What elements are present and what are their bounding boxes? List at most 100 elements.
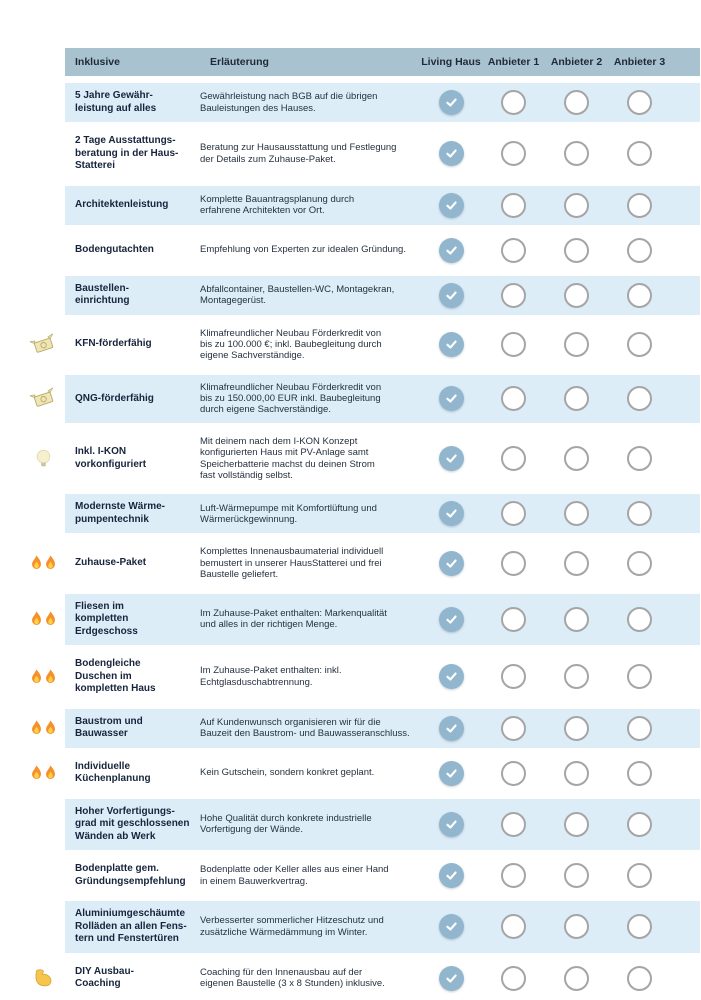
feature-description: Komplettes Innenausbaumaterial individue…	[200, 546, 384, 581]
feature-description: Bodenplatte oder Keller alles aus einer …	[200, 864, 389, 887]
muscle-icon	[25, 969, 61, 988]
status-cell-anbieter-2	[545, 446, 608, 472]
status-cell-living-haus	[420, 760, 482, 786]
status-cell-anbieter-3	[608, 606, 671, 632]
feature-description: Empfehlung von Experten zur idealen Grün…	[200, 244, 406, 256]
status-cell-anbieter-3	[608, 760, 671, 786]
status-cell-anbieter-1	[482, 237, 545, 263]
check-icon	[445, 769, 457, 778]
status-cell-living-haus	[420, 386, 482, 412]
feature-description: Im Zuhause-Paket enthalten: Markenqualit…	[200, 607, 387, 631]
status-cell-living-haus	[420, 332, 482, 358]
table-row: Zuhause-Paket Komplettes Innenausbaumate…	[31, 539, 700, 588]
feature-label: KFN-förderfähig	[75, 338, 152, 350]
check-circle-empty	[564, 965, 589, 991]
status-cell-anbieter-3	[608, 237, 671, 263]
check-circle-empty	[564, 192, 589, 218]
check-icon	[445, 290, 457, 300]
check-circle-empty	[627, 965, 652, 991]
check-icon	[445, 149, 457, 158]
check-circle-filled	[438, 332, 464, 358]
feature-label: QNG-förderfähig	[75, 392, 154, 404]
check-circle-empty	[564, 606, 589, 632]
column-header-anbieter-1: Anbieter 1	[487, 56, 540, 68]
status-cell-anbieter-1	[482, 386, 545, 412]
table-row: Individuelle Küchenplanung Kein Gutschei…	[31, 753, 700, 793]
check-circle-empty	[627, 760, 652, 786]
table-row: DIY Ausbau- Coaching Coaching für den In…	[35, 958, 700, 998]
check-circle-empty	[501, 550, 526, 576]
status-cell-anbieter-1	[482, 501, 545, 527]
status-cell-anbieter-1	[482, 141, 545, 167]
feature-label: Bodenplatte gem. Gründungsempfehlung	[75, 863, 186, 887]
status-cell-anbieter-2	[545, 664, 608, 690]
check-circle-filled	[438, 914, 464, 940]
check-circle-empty	[501, 141, 526, 167]
check-circle-empty	[501, 863, 526, 889]
status-cell-anbieter-1	[482, 446, 545, 472]
table-row: Hoher Vorfertigungs- grad mit geschlosse…	[65, 798, 700, 851]
check-circle-empty	[501, 606, 526, 632]
table-row: Bodenplatte gem. Gründungsempfehlung Bod…	[65, 856, 700, 896]
status-cell-anbieter-1	[482, 606, 545, 632]
status-cell-anbieter-2	[545, 282, 608, 308]
status-cell-anbieter-1	[482, 760, 545, 786]
status-cell-anbieter-3	[608, 501, 671, 527]
feature-description: Luft-Wärmepumpe mit Komfortlüftung und W…	[200, 502, 377, 525]
check-circle-empty	[627, 90, 652, 115]
check-circle-filled	[438, 550, 464, 576]
status-cell-anbieter-3	[608, 550, 671, 576]
check-circle-filled	[438, 715, 464, 741]
feature-label: Bodengleiche Duschen im kompletten Haus	[75, 658, 156, 695]
status-cell-anbieter-1	[482, 192, 545, 218]
check-circle-empty	[627, 332, 652, 358]
fire-double-icon	[25, 765, 61, 782]
status-cell-living-haus	[420, 715, 482, 741]
status-cell-living-haus	[420, 90, 482, 115]
status-cell-anbieter-3	[608, 715, 671, 741]
fire-double-icon	[25, 555, 61, 572]
check-circle-filled	[438, 606, 464, 632]
feature-description: Kein Gutschein, sondern konkret geplant.	[200, 767, 375, 779]
status-cell-living-haus	[420, 914, 482, 940]
check-circle-filled	[438, 192, 464, 218]
check-circle-empty	[627, 863, 652, 889]
check-circle-filled	[438, 965, 464, 991]
feature-label: Architektenleistung	[75, 198, 169, 210]
status-cell-anbieter-2	[545, 760, 608, 786]
check-circle-empty	[501, 90, 526, 115]
feature-label: 5 Jahre Gewähr- leistung auf alles	[75, 90, 157, 114]
check-circle-empty	[627, 282, 652, 308]
status-cell-living-haus	[420, 965, 482, 991]
status-cell-anbieter-2	[545, 715, 608, 741]
status-cell-anbieter-2	[545, 90, 608, 115]
check-icon	[445, 974, 457, 983]
status-cell-anbieter-2	[545, 863, 608, 889]
table-row: 5 Jahre Gewähr- leistung auf alles Gewäh…	[65, 83, 700, 122]
feature-label: DIY Ausbau- Coaching	[75, 965, 134, 990]
check-circle-filled	[438, 282, 464, 308]
check-circle-empty	[627, 811, 652, 837]
check-icon	[445, 672, 457, 681]
check-circle-filled	[438, 90, 464, 115]
status-cell-anbieter-3	[608, 282, 671, 308]
status-cell-anbieter-2	[545, 501, 608, 527]
status-cell-anbieter-1	[482, 550, 545, 576]
check-circle-empty	[564, 664, 589, 690]
status-cell-living-haus	[420, 192, 482, 218]
check-icon	[445, 871, 457, 880]
check-circle-empty	[627, 715, 652, 741]
status-cell-anbieter-1	[482, 965, 545, 991]
check-circle-empty	[501, 237, 526, 263]
table-row: Aluminiumgeschäumte Rolläden an allen Fe…	[65, 901, 700, 953]
check-icon	[445, 454, 457, 463]
check-icon	[445, 724, 457, 733]
status-cell-anbieter-3	[608, 90, 671, 115]
check-icon	[445, 98, 457, 107]
feature-description: Abfallcontainer, Baustellen-WC, Montagek…	[200, 283, 395, 306]
status-cell-anbieter-1	[482, 914, 545, 940]
status-cell-anbieter-2	[545, 141, 608, 167]
status-cell-anbieter-3	[608, 192, 671, 218]
status-cell-anbieter-3	[608, 863, 671, 889]
status-cell-anbieter-2	[545, 811, 608, 837]
